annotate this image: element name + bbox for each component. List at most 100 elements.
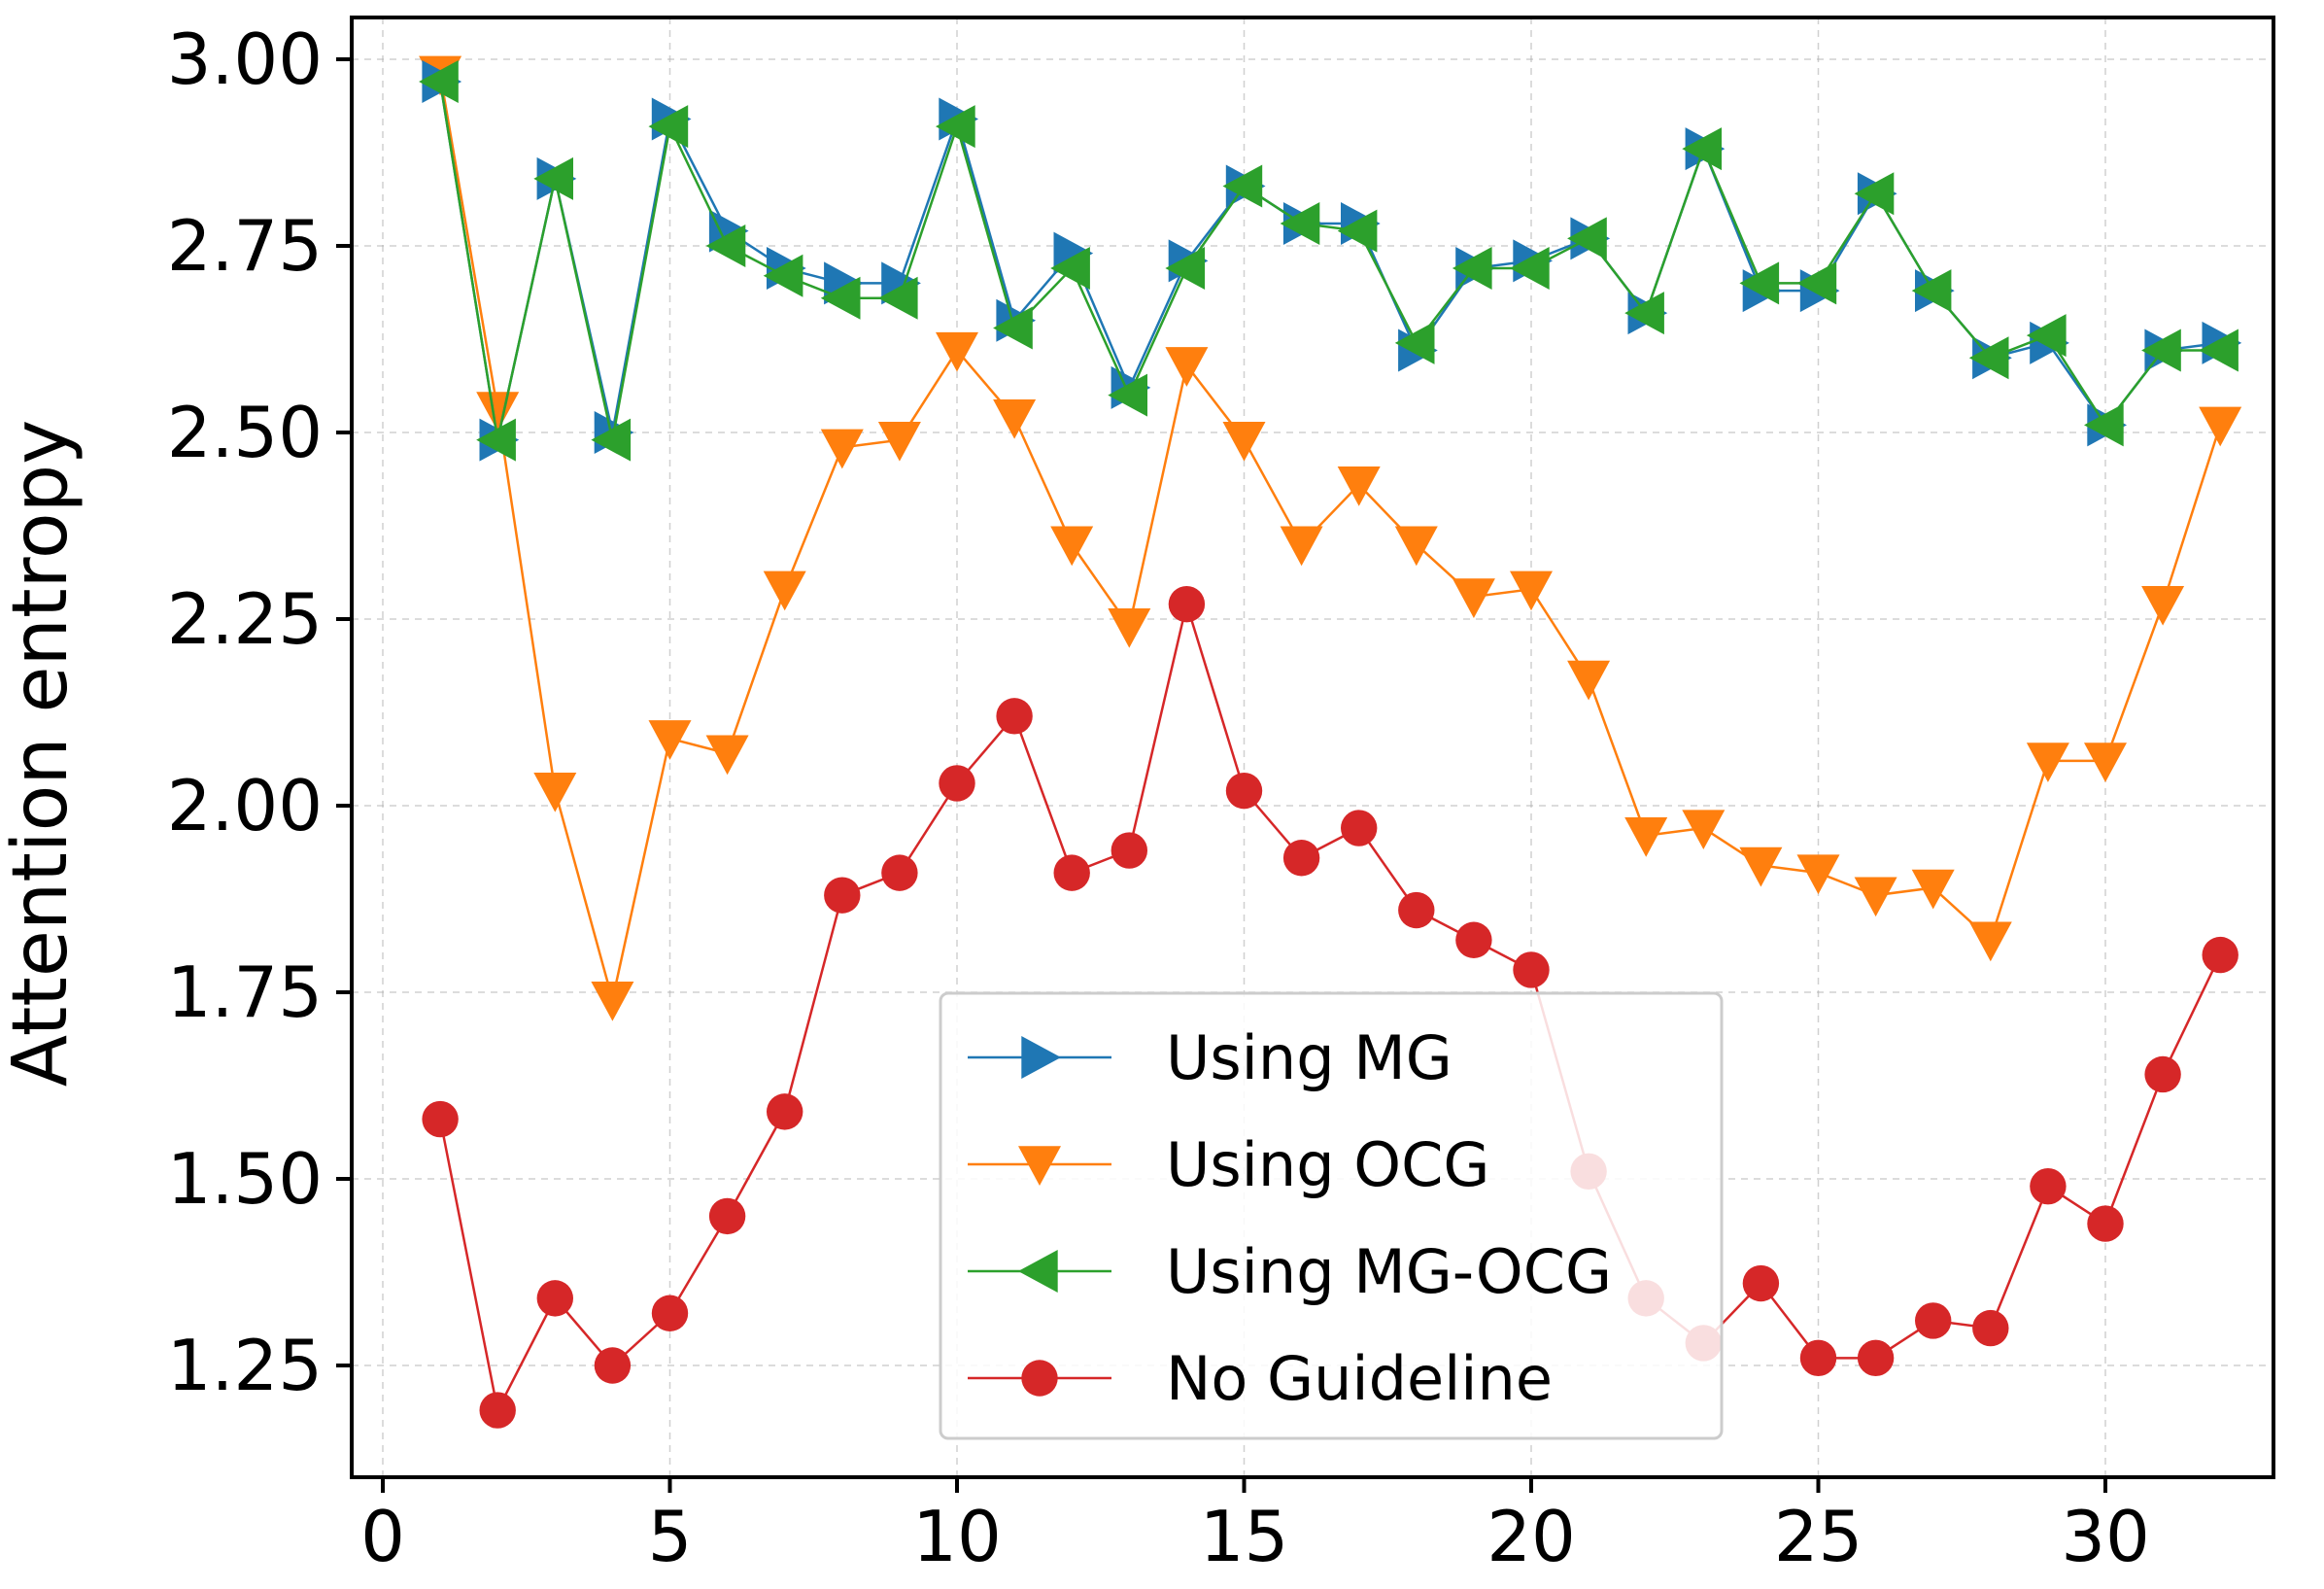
data-point-using-ocg — [1911, 869, 1955, 910]
data-point-no-guideline — [1972, 1309, 2009, 1347]
legend-marker — [1018, 1250, 1058, 1293]
axis-ticks: 0 5 10 15 20 25 30 1.25 1.50 1.75 2.00 2.25 2.50 2.75… — [167, 18, 2150, 1577]
legend-marker — [1021, 1360, 1058, 1397]
x-tick-label: 20 — [1487, 1496, 1576, 1577]
y-tick-label: 1.25 — [167, 1325, 323, 1406]
data-point-using-ocg — [1280, 526, 1323, 567]
legend-label: Using MG — [1166, 1022, 1452, 1093]
data-point-using-ocg — [2199, 406, 2242, 447]
data-point-using-mg-ocg — [1567, 217, 1607, 260]
data-point-using-ocg — [1854, 877, 1897, 917]
data-point-no-guideline — [1799, 1339, 1837, 1377]
data-point-no-guideline — [1513, 951, 1550, 988]
data-point-using-mg-ocg — [2199, 328, 2239, 372]
data-point-no-guideline — [767, 1093, 803, 1130]
data-point-using-mg-ocg — [1280, 201, 1320, 245]
data-point-no-guideline — [2202, 936, 2239, 974]
data-point-no-guideline — [881, 854, 918, 891]
legend: Using MG Using OCG Using MG-OCG No Guidelin… — [939, 991, 1724, 1440]
data-point-using-mg-ocg — [1911, 269, 1952, 313]
data-point-using-mg-ocg — [936, 105, 975, 149]
data-point-using-mg-ocg — [705, 225, 746, 267]
data-point-no-guideline — [422, 1100, 459, 1138]
data-point-using-ocg — [1452, 578, 1495, 618]
data-point-using-ocg — [591, 981, 634, 1021]
legend-marker — [1018, 1146, 1061, 1186]
y-tick-label: 1.75 — [167, 951, 323, 1033]
data-point-using-ocg — [1739, 846, 1783, 887]
data-point-using-mg-ocg — [763, 254, 803, 297]
data-point-no-guideline — [1455, 921, 1492, 958]
data-point-no-guideline — [536, 1280, 573, 1317]
data-point-no-guideline — [1225, 772, 1263, 810]
data-point-no-guideline — [939, 765, 975, 802]
legend-box — [939, 991, 1724, 1440]
data-point-using-mg-ocg — [1739, 261, 1780, 305]
data-point-no-guideline — [1111, 832, 1148, 869]
data-point-using-mg-ocg — [1165, 247, 1206, 291]
plot-frame — [350, 16, 2275, 1479]
data-point-using-mg-ocg — [993, 306, 1033, 350]
data-point-no-guideline — [1341, 810, 1378, 846]
data-point-using-ocg — [820, 429, 864, 469]
data-point-no-guideline — [2030, 1167, 2067, 1205]
data-point-using-mg-ocg — [1510, 247, 1550, 291]
series-using-mg — [422, 60, 2242, 462]
series-layer — [419, 55, 2242, 1429]
data-point-using-ocg — [936, 331, 978, 372]
data-point-using-ocg — [1796, 854, 1840, 895]
data-point-no-guideline — [1053, 854, 1090, 891]
y-tick-label: 2.25 — [167, 578, 323, 660]
data-point-no-guideline — [1915, 1302, 1952, 1339]
data-point-using-mg-ocg — [2084, 403, 2124, 447]
series-using-mg-ocg — [419, 60, 2239, 462]
legend-entries: Using MG Using OCG Using MG-OCG No Guidelin… — [968, 1022, 1612, 1414]
data-point-using-ocg — [1624, 817, 1668, 857]
legend-label: Using OCG — [1166, 1129, 1489, 1200]
series-line-using-mg — [438, 81, 2221, 440]
data-point-using-mg-ocg — [1968, 336, 2009, 380]
data-point-using-ocg — [1510, 570, 1553, 611]
series-no-guideline — [422, 585, 2239, 1429]
legend-label: Using MG-OCG — [1166, 1236, 1612, 1307]
data-point-no-guideline — [1398, 891, 1435, 929]
x-tick-label: 30 — [2061, 1496, 2150, 1577]
data-point-using-mg-ocg — [2026, 314, 2067, 358]
legend-entry-using-ocg: Using OCG — [968, 1129, 1489, 1200]
data-point-using-ocg — [1567, 660, 1611, 701]
data-point-using-ocg — [1050, 526, 1094, 567]
data-point-using-mg-ocg — [1796, 261, 1837, 305]
y-tick-label: 2.75 — [167, 205, 323, 287]
legend-entry-no-guideline: No Guideline — [968, 1343, 1553, 1414]
series-line-using-ocg — [438, 74, 2222, 1001]
data-point-no-guideline — [1742, 1264, 1780, 1302]
data-point-using-ocg — [1394, 526, 1438, 567]
data-point-using-mg-ocg — [1452, 247, 1492, 291]
data-point-no-guideline — [2144, 1055, 2181, 1093]
data-point-using-ocg — [476, 392, 520, 432]
x-tick-label: 5 — [648, 1496, 693, 1577]
data-point-no-guideline — [651, 1295, 689, 1331]
data-point-using-ocg — [2084, 743, 2127, 782]
x-tick-label: 0 — [360, 1496, 405, 1577]
data-point-using-mg-ocg — [1624, 292, 1664, 335]
data-point-using-ocg — [1968, 921, 2012, 962]
y-tick-label: 2.00 — [167, 765, 323, 846]
data-point-using-mg-ocg — [648, 105, 689, 149]
data-point-using-mg-ocg — [476, 418, 516, 462]
data-point-using-mg-ocg — [820, 276, 861, 320]
legend-marker — [1021, 1036, 1061, 1079]
data-point-using-ocg — [993, 398, 1037, 439]
data-point-using-mg-ocg — [591, 418, 632, 462]
data-point-using-mg-ocg — [2141, 328, 2181, 372]
x-tick-label: 15 — [1200, 1496, 1289, 1577]
data-point-using-mg-ocg — [877, 276, 918, 320]
data-point-using-ocg — [1222, 421, 1266, 462]
data-point-using-mg-ocg — [1394, 321, 1435, 364]
data-point-no-guideline — [1857, 1339, 1895, 1377]
x-tick-label: 25 — [1774, 1496, 1863, 1577]
data-point-using-mg-ocg — [1682, 127, 1722, 171]
data-point-using-ocg — [705, 735, 749, 776]
legend-label: No Guideline — [1166, 1343, 1553, 1414]
x-tick-label: 10 — [912, 1496, 1002, 1577]
